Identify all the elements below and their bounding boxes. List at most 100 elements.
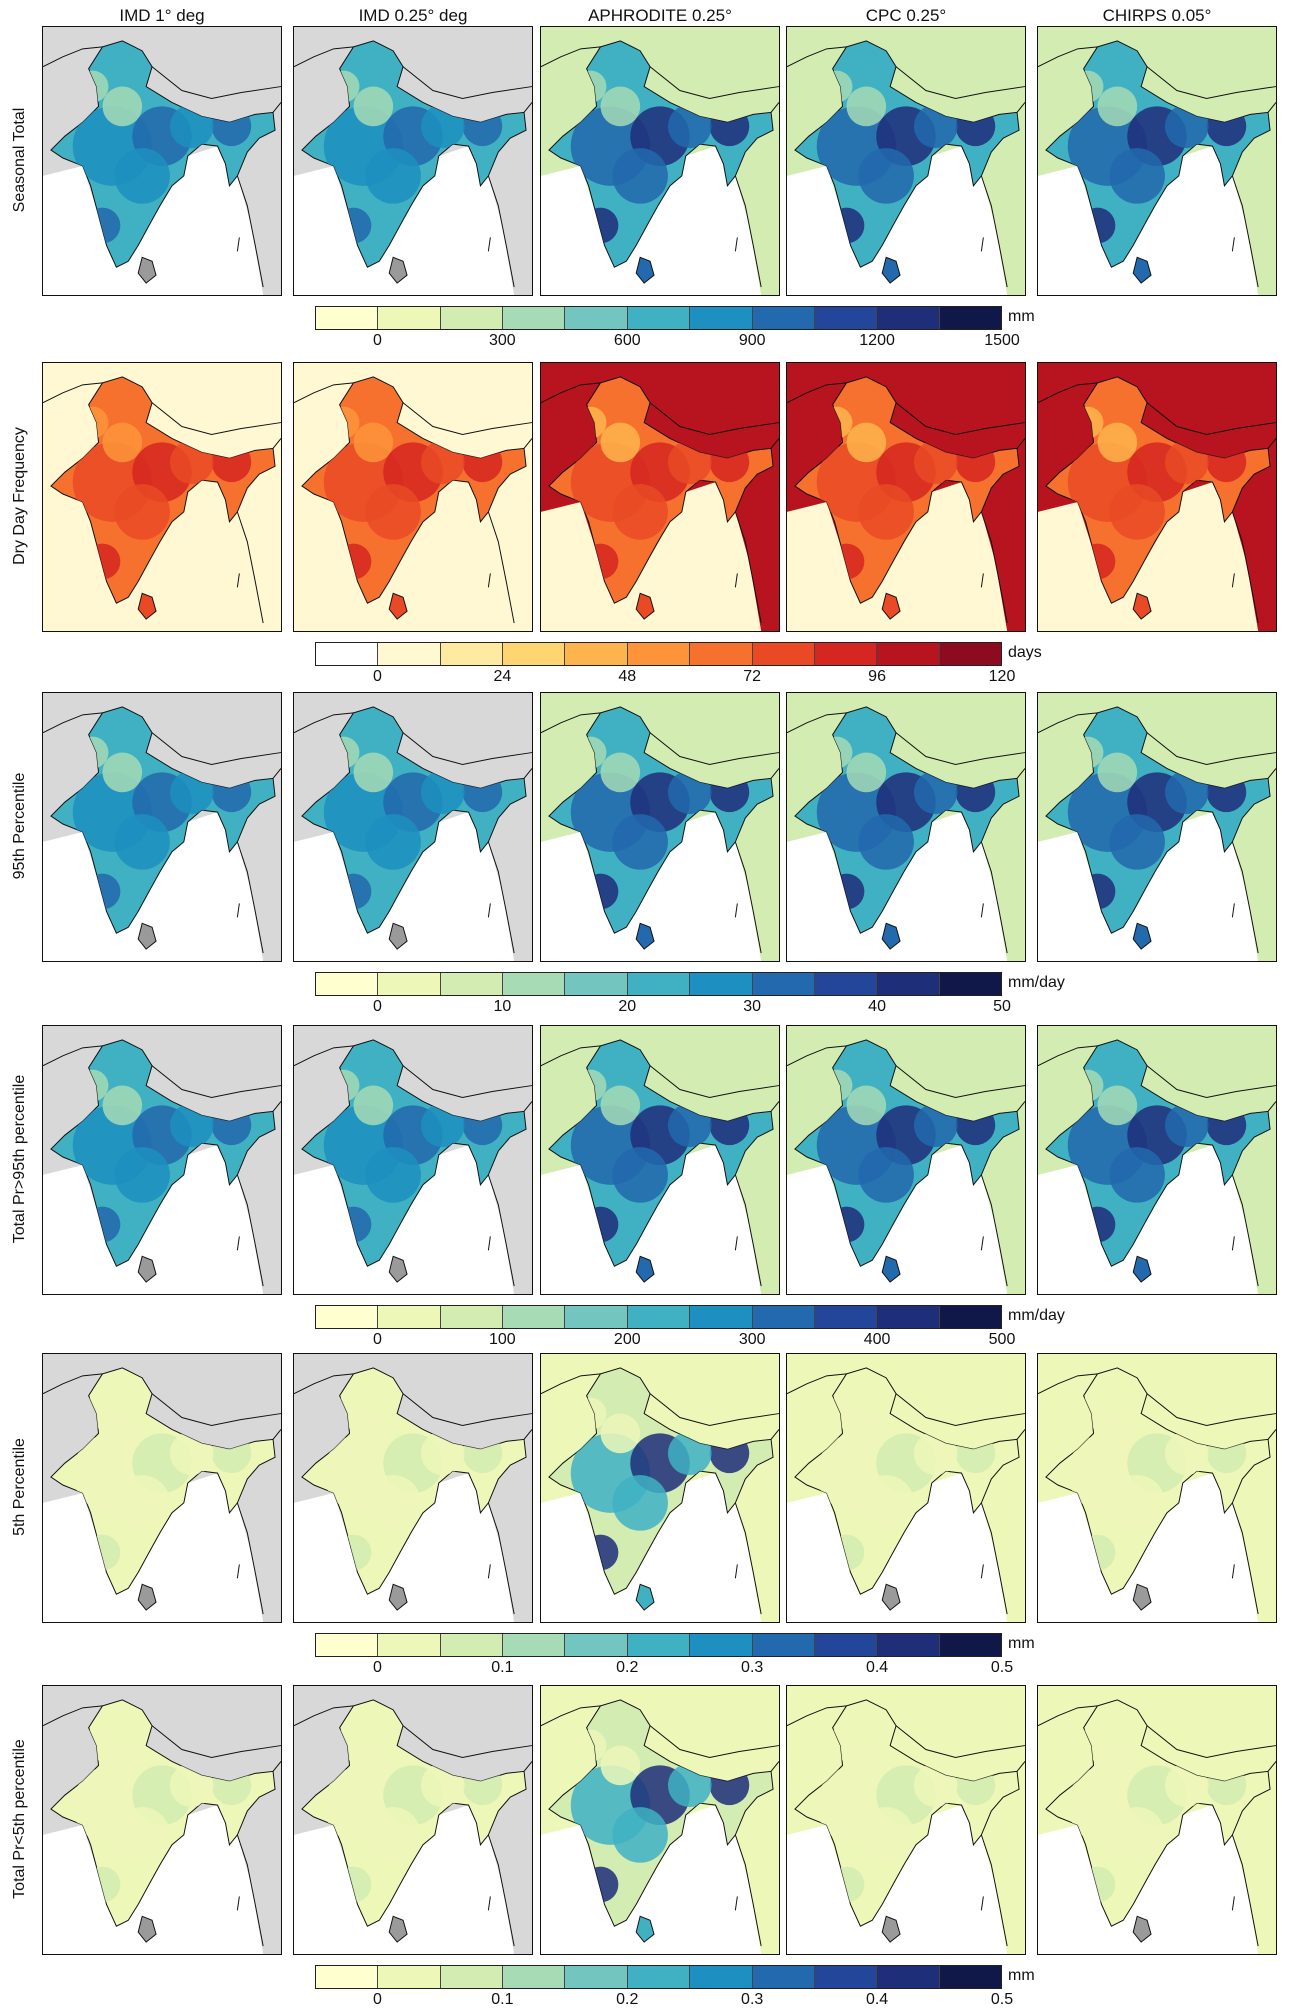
country-borders bbox=[787, 1045, 1025, 1287]
island-mark bbox=[487, 1896, 491, 1911]
value-patch bbox=[600, 1085, 641, 1126]
map-svg bbox=[294, 1354, 532, 1622]
value-patch bbox=[1109, 814, 1165, 870]
map-svg bbox=[294, 27, 532, 295]
value-patch bbox=[114, 1475, 170, 1531]
map-svg bbox=[1038, 363, 1276, 631]
value-patch bbox=[102, 1745, 143, 1786]
island-mark bbox=[1231, 1564, 1235, 1579]
value-patch bbox=[1097, 1413, 1138, 1454]
row-label: Dry Day Frequency bbox=[11, 427, 28, 565]
value-patch bbox=[114, 148, 170, 204]
colorbar-cell bbox=[939, 1966, 1001, 1988]
country-borders bbox=[787, 1373, 1025, 1615]
colorbar-cell bbox=[814, 643, 878, 665]
island-mark bbox=[487, 573, 491, 588]
colorbar-cell bbox=[565, 1306, 628, 1328]
colorbar-unit: days bbox=[1008, 644, 1042, 661]
sri-lanka-outline bbox=[137, 592, 157, 620]
country-borders bbox=[294, 1373, 532, 1615]
colorbar-tick-label: 0 bbox=[373, 332, 382, 349]
colorbar-cell bbox=[565, 1634, 628, 1656]
island-mark bbox=[487, 903, 491, 918]
colorbar-cell bbox=[690, 1966, 753, 1988]
country-borders bbox=[1038, 46, 1276, 288]
map-panel bbox=[293, 26, 533, 296]
colorbar-tick-label: 0.2 bbox=[616, 1659, 639, 1676]
colorbar-cell bbox=[877, 973, 940, 995]
colorbar-tick-label: 0.5 bbox=[990, 1659, 1014, 1676]
colorbar-tick-label: 20 bbox=[618, 998, 637, 1015]
sri-lanka-outline bbox=[881, 1255, 901, 1283]
value-patch bbox=[846, 1745, 887, 1786]
country-borders bbox=[541, 1373, 779, 1615]
country-borders bbox=[43, 382, 281, 624]
country-borders bbox=[787, 382, 1025, 624]
sea-area bbox=[1038, 1805, 1259, 1954]
island-mark bbox=[734, 1896, 738, 1911]
colorbar-tick-label: 48 bbox=[618, 668, 637, 685]
value-patch bbox=[1109, 1147, 1165, 1203]
colorbar-cell bbox=[440, 973, 504, 995]
colorbar-cell bbox=[690, 643, 753, 665]
country-borders bbox=[294, 382, 532, 624]
value-patch bbox=[612, 814, 668, 870]
island-mark bbox=[1231, 573, 1235, 588]
value-patch bbox=[365, 1147, 421, 1203]
sea-area bbox=[294, 1145, 515, 1294]
country-borders bbox=[541, 46, 779, 288]
island-mark bbox=[236, 573, 240, 588]
value-patch bbox=[353, 1085, 394, 1126]
colorbar-cell bbox=[877, 307, 940, 329]
map-panel bbox=[786, 1685, 1026, 1955]
country-borders bbox=[294, 1045, 532, 1287]
country-borders bbox=[43, 46, 281, 288]
country-borders bbox=[1038, 712, 1276, 954]
sea-area bbox=[1038, 482, 1259, 631]
value-patch bbox=[353, 1745, 394, 1786]
colorbar-cell bbox=[877, 1306, 940, 1328]
colorbar-cell bbox=[503, 1634, 566, 1656]
sri-lanka-outline bbox=[137, 1583, 157, 1611]
colorbar-tick-label: 0.4 bbox=[865, 1659, 889, 1676]
sri-lanka-outline bbox=[388, 922, 408, 950]
value-patch bbox=[600, 752, 641, 793]
colorbar-tick-label: 500 bbox=[988, 1331, 1016, 1348]
country-borders bbox=[43, 1373, 281, 1615]
colorbar-tick-label: 400 bbox=[863, 1331, 891, 1348]
colorbar-cell bbox=[752, 643, 815, 665]
map-panel bbox=[540, 1685, 780, 1955]
row-label: Seasonal Total bbox=[11, 107, 28, 213]
map-svg bbox=[294, 1686, 532, 1954]
colorbar-cell bbox=[814, 1966, 878, 1988]
sea-area bbox=[43, 482, 264, 631]
sri-lanka-outline bbox=[1132, 256, 1152, 284]
value-patch bbox=[858, 1147, 914, 1203]
map-panel bbox=[540, 362, 780, 632]
value-patch bbox=[858, 484, 914, 540]
island-mark bbox=[1231, 903, 1235, 918]
colorbar-tick-label: 0 bbox=[373, 998, 382, 1015]
colorbar bbox=[315, 972, 1002, 996]
colorbar-tick-label: 1500 bbox=[984, 332, 1020, 349]
island-mark bbox=[236, 1896, 240, 1911]
value-patch bbox=[1109, 1807, 1165, 1863]
colorbar-tick-label: 0.1 bbox=[491, 1991, 514, 2008]
map-svg bbox=[43, 27, 281, 295]
sri-lanka-outline bbox=[881, 922, 901, 950]
country-borders bbox=[43, 712, 281, 954]
colorbar-tick-label: 0 bbox=[373, 668, 382, 685]
colorbar-cell bbox=[316, 1634, 379, 1656]
map-svg bbox=[541, 693, 779, 961]
sri-lanka-outline bbox=[1132, 592, 1152, 620]
value-patch bbox=[612, 148, 668, 204]
country-borders bbox=[294, 712, 532, 954]
value-patch bbox=[858, 148, 914, 204]
sri-lanka-outline bbox=[388, 1255, 408, 1283]
value-patch bbox=[365, 484, 421, 540]
colorbar-tick-label: 40 bbox=[868, 998, 886, 1015]
sri-lanka-outline bbox=[881, 1915, 901, 1943]
map-panel bbox=[1037, 1685, 1277, 1955]
map-svg bbox=[43, 1026, 281, 1294]
map-panel bbox=[540, 26, 780, 296]
